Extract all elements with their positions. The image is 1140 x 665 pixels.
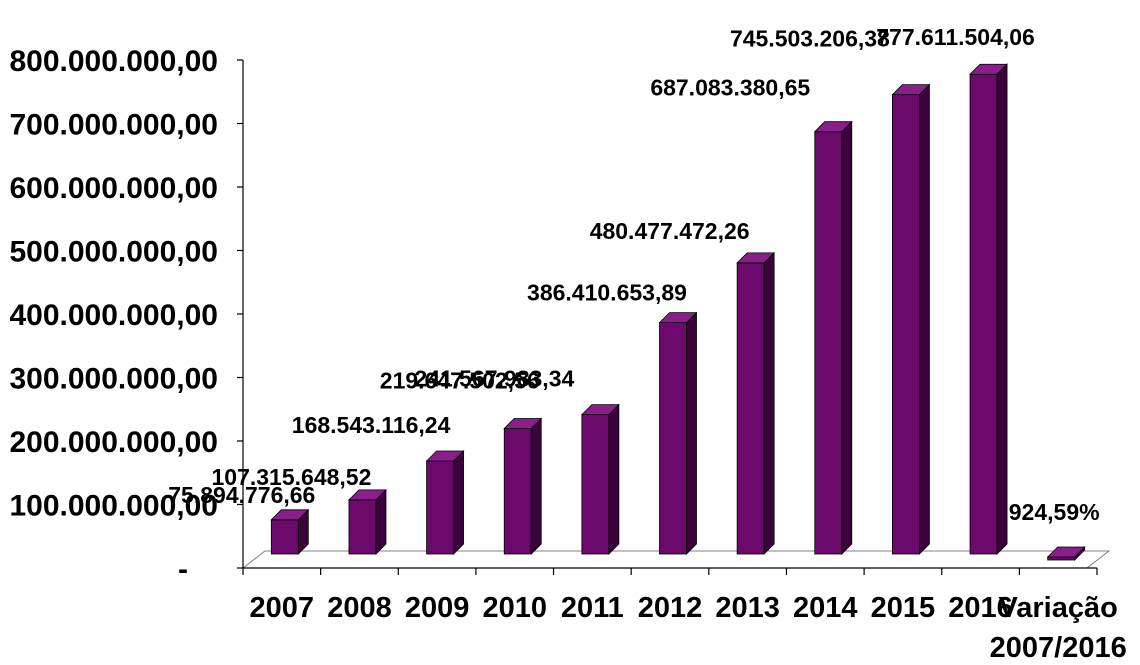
data-label: 480.477.472,26	[590, 218, 750, 244]
y-tick-label: 600.000.000,00	[9, 172, 218, 205]
bar-top	[658, 312, 698, 324]
data-label: 241.567.983,34	[414, 366, 574, 392]
data-label: 924,59%	[1009, 499, 1100, 525]
bar-top	[736, 252, 776, 264]
x-tick-label: 2016	[948, 592, 1013, 624]
x-tick-label: 2007	[250, 592, 315, 624]
y-tick-label: 400.000.000,00	[9, 299, 218, 332]
x-tick-label: 2015	[871, 592, 936, 624]
bar	[580, 403, 620, 555]
bar	[736, 251, 776, 555]
bar	[969, 63, 1009, 555]
bar-front	[270, 519, 299, 555]
bar-top	[503, 418, 543, 429]
bar-front	[659, 322, 687, 555]
bar	[891, 83, 931, 555]
bar-front	[736, 262, 765, 555]
bar-top	[969, 63, 1009, 75]
bar-front	[1047, 556, 1076, 561]
y-tick-label: 500.000.000,00	[9, 236, 218, 269]
x-tick-label: 2007/2016	[990, 632, 1127, 664]
bar-side	[375, 488, 387, 555]
x-tick-label: 2012	[638, 592, 703, 624]
bar-side	[763, 251, 775, 555]
y-tick-label: 800.000.000,00	[9, 45, 218, 78]
bar-top	[270, 509, 310, 521]
bar	[1046, 546, 1086, 561]
bar-front	[426, 460, 454, 555]
bar-top	[891, 84, 931, 96]
y-tick-label: 700.000.000,00	[9, 109, 218, 142]
bar	[425, 450, 465, 555]
bar-front	[581, 414, 610, 555]
bar-side	[453, 450, 464, 555]
x-tick-label: 2013	[715, 592, 780, 624]
bar-front	[503, 428, 532, 555]
data-label: 777.611.504,06	[876, 24, 1035, 50]
bar-top	[425, 450, 465, 462]
bar	[270, 508, 310, 555]
x-tick-label: 2008	[327, 592, 392, 624]
bar	[658, 311, 698, 555]
bar	[347, 488, 387, 555]
x-tick-label: 2009	[405, 592, 470, 624]
data-label: 168.543.116,24	[292, 412, 451, 438]
data-label: 75.894.776,66	[168, 482, 315, 508]
bar-top	[580, 404, 620, 416]
bar-side	[996, 63, 1008, 555]
x-tick-label: 2014	[793, 592, 858, 624]
y-tick-label: -	[178, 553, 188, 586]
bar-side	[686, 311, 697, 555]
bar-front	[969, 73, 998, 555]
bar-side	[919, 83, 930, 555]
data-label: 386.410.653,89	[527, 280, 687, 306]
bar-top	[347, 489, 387, 501]
bar-top	[1046, 546, 1086, 558]
data-label: 745.503.206,38	[730, 26, 890, 52]
x-tick-label: 2010	[482, 592, 547, 624]
y-tick-label: 200.000.000,00	[9, 426, 218, 459]
bar-side	[530, 417, 542, 555]
bar	[503, 417, 543, 555]
y-tick-label: 300.000.000,00	[9, 363, 218, 396]
bar-front	[892, 94, 920, 555]
bar	[813, 120, 853, 555]
x-tick-label: Variação	[999, 592, 1118, 624]
x-tick-label: 2011	[561, 592, 624, 624]
data-label: 219.647.502,56	[380, 368, 540, 394]
data-label: 107.315.648,52	[212, 464, 372, 490]
bar-side	[608, 403, 620, 555]
data-label: 687.083.380,65	[650, 75, 810, 101]
bar-front	[814, 131, 843, 555]
y-tick-label: 100.000.000,00	[9, 490, 218, 523]
bar-side	[841, 120, 853, 555]
bar-front	[348, 499, 377, 555]
bar-top	[813, 121, 853, 133]
